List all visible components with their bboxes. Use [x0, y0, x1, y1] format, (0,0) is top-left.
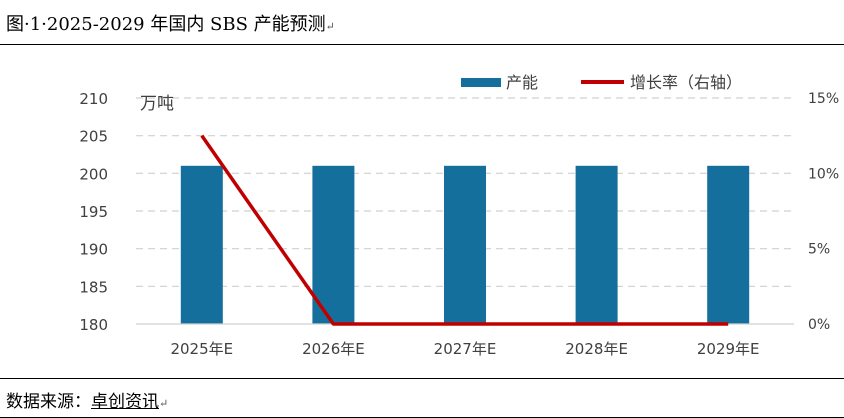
- y-right-tick-label: 5%: [808, 242, 830, 258]
- bar: [575, 165, 618, 324]
- source-name-link[interactable]: 卓创资讯: [91, 392, 159, 412]
- y-left-tick-label: 205: [79, 128, 108, 146]
- chart-area: 180 185 190 195 200 205 210 0% 5% 10% 15% 万吨 2025年E 2…: [0, 44, 844, 378]
- bar: [707, 165, 750, 324]
- caption-text: 图·1·2025-2029 年国内 SBS 产能预测↵: [6, 10, 335, 36]
- bar: [312, 165, 355, 324]
- legend-label-bar: 产能: [506, 73, 538, 92]
- source-note: 数据来源：卓创资讯↵: [0, 378, 844, 418]
- y-left-tick-label: 200: [79, 165, 108, 183]
- x-tick-label: 2025年E: [170, 340, 233, 358]
- source-label: 数据来源：: [6, 392, 91, 412]
- capacity-chart: 180 185 190 195 200 205 210 0% 5% 10% 15% 万吨 2025年E 2…: [79, 73, 839, 358]
- y-left-tick-label: 195: [79, 203, 108, 221]
- bar: [444, 165, 486, 324]
- y-unit-label: 万吨: [140, 94, 174, 114]
- x-tick-label: 2028年E: [565, 340, 628, 358]
- growth-rate-line: [200, 134, 729, 326]
- y-right-tick-label: 10%: [808, 166, 839, 182]
- figure-caption: 图·1·2025-2029 年国内 SBS 产能预测↵: [0, 0, 844, 45]
- paragraph-mark-icon: ↵: [159, 397, 169, 410]
- x-tick-label: 2029年E: [697, 340, 760, 358]
- y-left-tick-label: 185: [79, 278, 108, 296]
- caption-title: 2025-2029 年国内 SBS 产能预测: [46, 14, 326, 35]
- y-left-tick-label: 190: [79, 241, 108, 259]
- x-tick-label: 2027年E: [434, 340, 497, 358]
- x-tick-label: 2026年E: [302, 340, 365, 358]
- caption-prefix: 图·1·: [6, 14, 47, 35]
- bar: [180, 165, 223, 324]
- legend-swatch-bar: [461, 78, 501, 87]
- y-right-tick-label: 0%: [808, 317, 830, 333]
- source-text: 数据来源：卓创资讯↵: [6, 387, 168, 412]
- y-left-tick-label: 180: [79, 316, 108, 334]
- legend-label-line: 增长率（右轴）: [630, 73, 742, 92]
- y-right-tick-label: 15%: [808, 91, 839, 107]
- y-left-tick-label: 210: [79, 90, 108, 108]
- paragraph-mark-icon: ↵: [325, 20, 335, 33]
